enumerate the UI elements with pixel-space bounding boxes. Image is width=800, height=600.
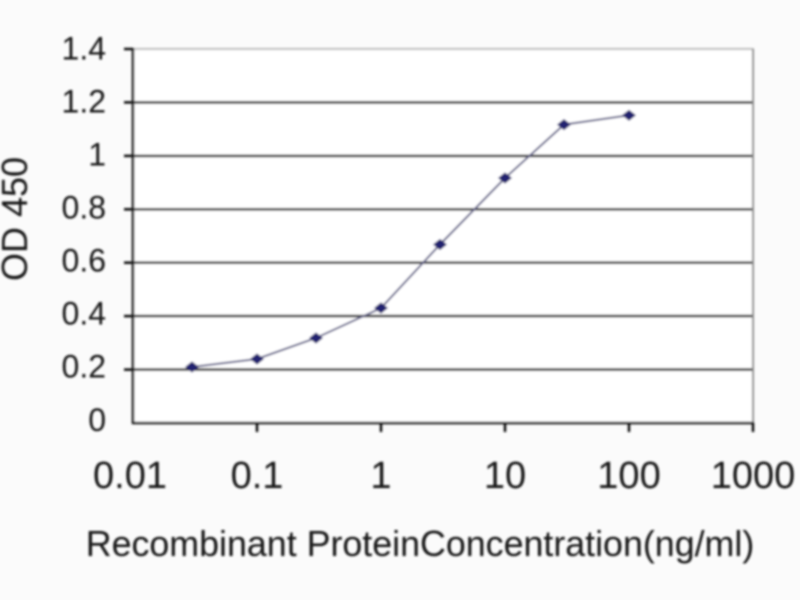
svg-text:0: 0 [88,402,106,438]
svg-text:1: 1 [370,455,391,497]
svg-text:10: 10 [484,455,526,497]
svg-text:0.4: 0.4 [62,296,106,332]
svg-text:OD 450: OD 450 [0,157,35,281]
svg-text:1: 1 [88,136,106,172]
svg-text:0.2: 0.2 [62,349,106,385]
svg-text:0.01: 0.01 [93,455,167,497]
svg-text:0.6: 0.6 [62,243,106,279]
svg-text:0.1: 0.1 [231,455,284,497]
svg-text:Recombinant ProteinConcentrati: Recombinant ProteinConcentration(ng/ml) [86,524,755,564]
svg-text:1000: 1000 [711,455,796,497]
svg-text:0.8: 0.8 [62,190,106,226]
svg-text:1.4: 1.4 [62,30,106,66]
svg-text:100: 100 [597,455,660,497]
svg-text:1.2: 1.2 [62,83,106,119]
